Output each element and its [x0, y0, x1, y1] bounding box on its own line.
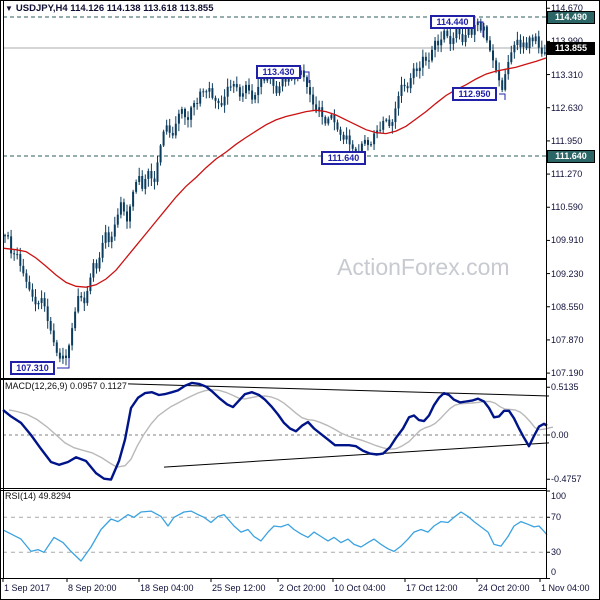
x-axis-border [1, 578, 547, 579]
symbol-ohlc-text: USDJPY,H4 114.126 114.138 113.618 113.85… [15, 3, 214, 14]
y-axis-tick-107.870: 107.870 [551, 334, 584, 345]
dropdown-arrow-icon: ▼ [5, 4, 13, 13]
main-panel-bottom-border [1, 378, 547, 380]
rsi-axis-tick-100: 100 [551, 491, 567, 501]
rsi-axis-tick-70: 70 [551, 512, 562, 523]
y-axis-tick-107.190: 107.190 [551, 368, 584, 379]
rsi-panel-top-border [1, 490, 547, 491]
price-annotation-111-640: 111.640 [321, 151, 366, 165]
macd-panel-bottom-border [1, 488, 547, 489]
price-box-113-855: 113.855 [547, 41, 595, 55]
macd-axis-tick-0.00: 0.00 [551, 430, 569, 440]
macd-axis-tick--0.4757: -0.4757 [551, 474, 582, 485]
price-box-114-490: 114.490 [547, 11, 595, 24]
macd-indicator-label: MACD(12,26,9) 0.0957 0.1127 [5, 381, 127, 391]
y-axis-tick-109.910: 109.910 [551, 235, 584, 246]
x-axis-label-211: 25 Sep 12:00 [212, 583, 266, 593]
symbol-title[interactable]: ▼ USDJPY,H4 114.126 114.138 113.618 113.8… [5, 3, 214, 14]
x-axis-label-540: 1 Nov 04:00 [541, 583, 590, 593]
x-axis-label-278: 2 Oct 20:00 [279, 583, 326, 593]
x-axis-label-405: 17 Oct 12:00 [406, 583, 458, 593]
y-axis-tick-113.990: 113.990 [551, 36, 583, 46]
y-axis-tick-112.630: 112.630 [551, 102, 583, 113]
watermark: ActionForex.com [337, 254, 510, 280]
x-axis-label-477: 24 Oct 20:00 [478, 583, 530, 593]
price-box-111-640: 111.640 [547, 150, 595, 164]
price-annotation-107-310: 107.310 [10, 361, 55, 375]
y-axis-tick-113.310: 113.310 [551, 69, 583, 80]
rsi-axis-tick-30: 30 [551, 547, 562, 558]
plot-left-border [3, 1, 4, 578]
y-axis-tick-110.590: 110.590 [551, 202, 583, 213]
rsi-axis-tick-0: 0 [551, 567, 557, 577]
price-annotation-112-950: 112.950 [452, 87, 497, 101]
y-axis-tick-108.550: 108.550 [551, 301, 584, 312]
y-axis-tick-109.230: 109.230 [551, 268, 584, 279]
price-annotation-114-440: 114.440 [430, 15, 475, 29]
macd-axis-tick-0.5135: 0.5135 [551, 382, 579, 393]
y-axis-tick-111.270: 111.270 [551, 169, 583, 180]
x-axis-label-3: 1 Sep 2017 [4, 583, 51, 593]
price-annotation-113-430: 113.430 [256, 65, 301, 79]
x-axis-label-333: 10 Oct 04:00 [334, 583, 386, 593]
y-axis-tick-111.950: 111.950 [551, 135, 583, 146]
y-axis-tick-114.670: 114.670 [551, 3, 583, 14]
rsi-indicator-label: RSI(14) 49.8294 [5, 491, 72, 501]
plot-right-border [546, 1, 547, 578]
x-axis-label-139: 18 Sep 04:00 [140, 583, 194, 593]
x-axis-label-67: 8 Sep 20:00 [68, 583, 117, 593]
